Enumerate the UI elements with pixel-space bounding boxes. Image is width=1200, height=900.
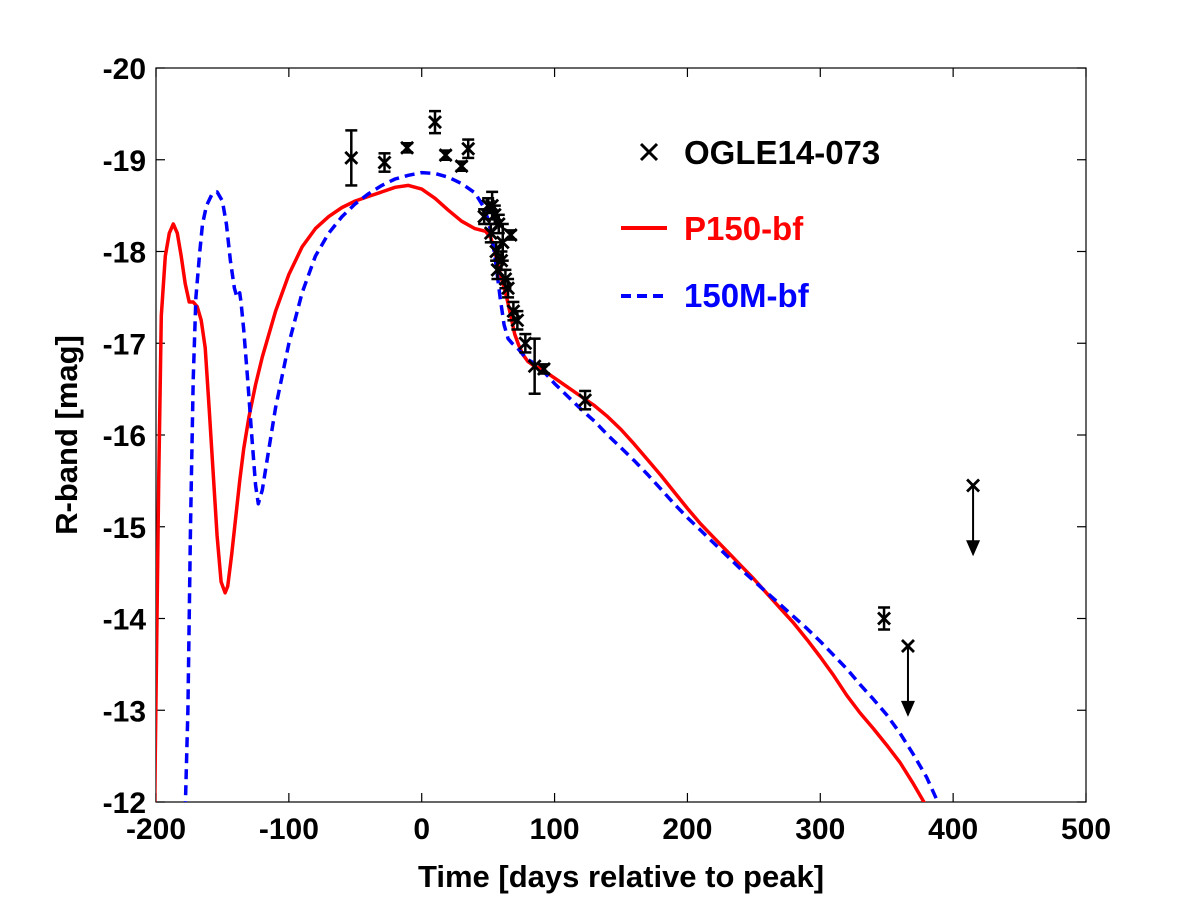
- y-tick-label: -15: [103, 512, 146, 545]
- data-point: [518, 332, 533, 354]
- legend-label-150m: 150M-bf: [684, 277, 810, 314]
- data-point: [877, 606, 892, 631]
- upper-limit-arrow-head: [966, 540, 981, 557]
- data-point: [501, 277, 516, 299]
- data-point: [377, 152, 392, 173]
- data-point: [344, 129, 359, 187]
- axis-ticks: [155, 67, 1087, 803]
- x-tick-label: -100: [259, 813, 319, 846]
- data-point: [400, 140, 415, 155]
- y-tick-label: -19: [103, 145, 146, 178]
- data-point: [503, 227, 518, 242]
- data-point: [536, 361, 551, 376]
- data-point: [510, 309, 525, 331]
- x-tick-label: 200: [662, 813, 712, 846]
- data-point: [461, 138, 476, 160]
- x-tick-label: -200: [126, 813, 186, 846]
- observed-data-points: [344, 109, 981, 717]
- data-point: [454, 159, 469, 174]
- y-tick-label: -16: [103, 420, 146, 453]
- y-tick-label: -20: [103, 53, 146, 86]
- y-tick-label: -12: [103, 787, 146, 820]
- legend-label-ogle: OGLE14-073: [684, 134, 880, 171]
- x-tick-label: 0: [413, 813, 430, 846]
- x-tick-label: 400: [928, 813, 978, 846]
- y-tick-label: -14: [103, 604, 147, 637]
- upper-limit-arrow-head: [900, 700, 915, 717]
- x-tick-label: 500: [1061, 813, 1111, 846]
- y-axis-label: R-band [mag]: [49, 335, 84, 535]
- data-point: [527, 337, 542, 395]
- plot-area-frame: [155, 67, 1087, 803]
- series-line-p150-bf: [156, 183, 926, 802]
- data-point: [438, 148, 453, 163]
- x-tick-label: 300: [795, 813, 845, 846]
- legend-marker-ogle: [639, 142, 659, 162]
- y-tick-label: -17: [103, 328, 146, 361]
- legend: OGLE14-073 P150-bf 150M-bf: [621, 134, 880, 314]
- upper-limit-point: [900, 639, 915, 717]
- data-point: [578, 389, 593, 411]
- x-axis-label: Time [days relative to peak]: [418, 859, 824, 894]
- legend-label-p150: P150-bf: [684, 210, 804, 247]
- x-tick-label: 100: [530, 813, 580, 846]
- y-tick-label: -13: [103, 695, 146, 728]
- axis-tick-labels: -200 -100 0 100 200 300 400 500 -12 -13 -14 -15 -16 -…: [103, 53, 1111, 846]
- data-point: [428, 109, 442, 135]
- y-tick-label: -18: [103, 237, 146, 270]
- upper-limit-point: [966, 478, 981, 557]
